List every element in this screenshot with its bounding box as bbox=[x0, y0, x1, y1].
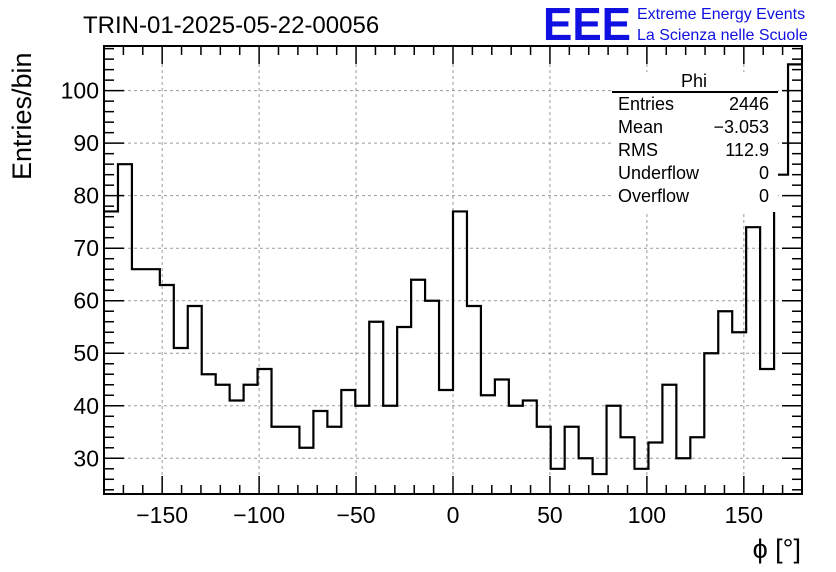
stats-row-label: Mean bbox=[618, 117, 663, 137]
x-tick-label: 50 bbox=[537, 502, 563, 528]
histogram-bin bbox=[634, 469, 648, 494]
x-tick-labels: −150 −100 −50 0 50 100 150 bbox=[136, 502, 763, 528]
histogram-bin bbox=[523, 401, 537, 494]
y-tick-label: 50 bbox=[73, 340, 99, 366]
histogram-bin bbox=[495, 380, 509, 494]
y-tick-label: 40 bbox=[73, 393, 99, 419]
histogram-bin bbox=[425, 301, 439, 494]
histogram-bin bbox=[188, 306, 202, 494]
histogram-bin bbox=[676, 458, 690, 494]
histogram-bin bbox=[397, 327, 411, 494]
stats-row-value: −3.053 bbox=[713, 117, 769, 137]
stats-row-label: Overflow bbox=[618, 186, 690, 206]
histogram-bin bbox=[146, 269, 160, 494]
histogram-bin bbox=[132, 269, 146, 494]
histogram-bin bbox=[383, 406, 397, 494]
histogram-bin bbox=[299, 448, 313, 494]
histogram-bin bbox=[341, 390, 355, 494]
histogram-bin bbox=[662, 385, 676, 494]
histogram-bin bbox=[411, 280, 425, 494]
x-tick-label: −100 bbox=[233, 502, 285, 528]
y-tick-label: 90 bbox=[73, 130, 99, 156]
logo-mark: EEE bbox=[543, 0, 631, 50]
histogram-bin bbox=[355, 406, 369, 494]
y-axis-title: Entries/bin bbox=[7, 52, 37, 180]
histogram-bin bbox=[760, 369, 774, 494]
histogram-bin bbox=[607, 406, 621, 494]
histogram-bin bbox=[272, 427, 286, 494]
histogram-bin bbox=[509, 406, 523, 494]
histogram-bin bbox=[593, 474, 607, 494]
x-tick-label: 100 bbox=[628, 502, 666, 528]
stats-box-background bbox=[612, 72, 778, 212]
histogram-bin bbox=[230, 401, 244, 494]
histogram-bin bbox=[746, 227, 760, 494]
x-tick-label: −50 bbox=[337, 502, 376, 528]
y-tick-label: 70 bbox=[73, 235, 99, 261]
histogram-bin bbox=[174, 348, 188, 494]
histogram-bin bbox=[648, 443, 662, 494]
stats-row-label: RMS bbox=[618, 140, 658, 160]
logo-line-2: La Scienza nelle Scuole bbox=[637, 27, 808, 44]
eee-logo: EEE Extreme Energy Events La Scienza nel… bbox=[543, 0, 808, 50]
stats-row-value: 2446 bbox=[729, 94, 769, 114]
stats-row-value: 112.9 bbox=[725, 140, 769, 160]
stats-row-label: Underflow bbox=[618, 163, 700, 183]
histogram-bin bbox=[551, 469, 565, 494]
x-axis-title: ϕ [°] bbox=[753, 534, 801, 564]
y-tick-label: 60 bbox=[73, 288, 99, 314]
histogram-bin bbox=[244, 385, 258, 494]
histogram-bin bbox=[118, 164, 132, 494]
histogram-bin bbox=[327, 427, 341, 494]
y-tick-labels: 30 40 50 60 70 80 90 100 bbox=[61, 78, 99, 472]
y-tick-label: 100 bbox=[61, 78, 99, 104]
histogram-bin bbox=[285, 427, 299, 494]
plot-frame bbox=[103, 45, 803, 495]
stats-row-value: 0 bbox=[759, 163, 769, 183]
histogram-bin bbox=[104, 211, 118, 494]
logo-line-1: Extreme Energy Events bbox=[637, 6, 805, 23]
histogram-series bbox=[104, 63, 802, 476]
histogram-bin bbox=[160, 285, 174, 494]
stats-title: Phi bbox=[681, 71, 707, 91]
x-tick-label: −150 bbox=[136, 502, 188, 528]
histogram-bin bbox=[216, 385, 230, 494]
chart-title: TRIN-01-2025-05-22-00056 bbox=[83, 12, 379, 39]
histogram-bin bbox=[718, 311, 732, 494]
histogram-bin bbox=[202, 374, 216, 494]
histogram-bin bbox=[369, 322, 383, 494]
histogram-bin bbox=[774, 175, 788, 494]
histogram-bin bbox=[537, 427, 551, 494]
histogram-bin bbox=[481, 395, 495, 494]
x-tick-label: 0 bbox=[447, 502, 460, 528]
histogram-bin bbox=[579, 458, 593, 494]
histogram-bin bbox=[258, 369, 272, 494]
histogram-bin bbox=[788, 64, 802, 494]
histogram-bin bbox=[467, 306, 481, 494]
histogram-bin bbox=[704, 353, 718, 494]
stats-row-value: 0 bbox=[759, 186, 769, 206]
stats-box: Phi Entries 2446 Mean −3.053 RMS 112.9 Underfl… bbox=[612, 71, 778, 212]
histogram-bin bbox=[453, 211, 467, 494]
histogram-bin bbox=[565, 427, 579, 494]
histogram-bin bbox=[732, 332, 746, 494]
y-tick-label: 80 bbox=[73, 183, 99, 209]
histogram-bin bbox=[313, 411, 327, 494]
histogram-bin bbox=[690, 437, 704, 494]
y-tick-label: 30 bbox=[73, 445, 99, 471]
stats-row-label: Entries bbox=[618, 94, 674, 114]
histogram-bin bbox=[439, 390, 453, 494]
histogram-bin bbox=[621, 437, 635, 494]
x-tick-label: 150 bbox=[725, 502, 763, 528]
